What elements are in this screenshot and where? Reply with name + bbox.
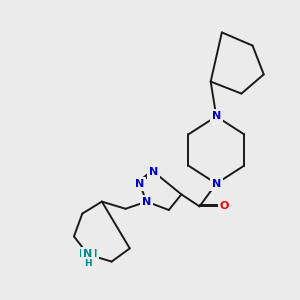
Text: N: N [212, 111, 221, 122]
Text: N: N [212, 178, 221, 189]
Text: N: N [149, 167, 158, 177]
Text: N: N [83, 249, 92, 260]
Text: N: N [135, 178, 144, 189]
Text: NH: NH [79, 249, 97, 260]
Text: O: O [220, 201, 229, 212]
Text: N: N [142, 196, 151, 207]
Text: H: H [84, 260, 92, 268]
